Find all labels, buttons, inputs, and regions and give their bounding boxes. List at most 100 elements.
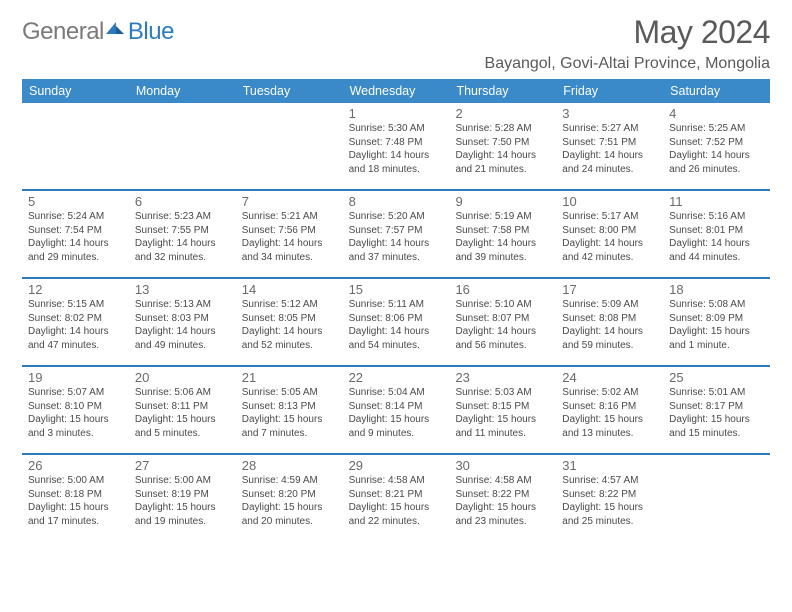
daylight-line: Daylight: 15 hours and 25 minutes. — [562, 501, 657, 528]
daylight-line: Daylight: 15 hours and 11 minutes. — [455, 413, 550, 440]
daylight-line: Daylight: 15 hours and 20 minutes. — [242, 501, 337, 528]
sunset-line: Sunset: 7:56 PM — [242, 224, 337, 238]
calendar-day: 3Sunrise: 5:27 AMSunset: 7:51 PMDaylight… — [556, 103, 663, 189]
sunrise-line: Sunrise: 5:08 AM — [669, 298, 764, 312]
day-header: Tuesday — [236, 79, 343, 103]
brand-text-1: General — [22, 18, 104, 46]
calendar-week: 19Sunrise: 5:07 AMSunset: 8:10 PMDayligh… — [22, 367, 770, 455]
day-number: 2 — [455, 106, 550, 121]
calendar-week: 5Sunrise: 5:24 AMSunset: 7:54 PMDaylight… — [22, 191, 770, 279]
daylight-line: Daylight: 15 hours and 9 minutes. — [349, 413, 444, 440]
daylight-line: Daylight: 14 hours and 54 minutes. — [349, 325, 444, 352]
sunrise-line: Sunrise: 5:30 AM — [349, 122, 444, 136]
sunset-line: Sunset: 8:11 PM — [135, 400, 230, 414]
sunset-line: Sunset: 8:01 PM — [669, 224, 764, 238]
day-number: 14 — [242, 282, 337, 297]
daylight-line: Daylight: 14 hours and 26 minutes. — [669, 149, 764, 176]
sunrise-line: Sunrise: 4:57 AM — [562, 474, 657, 488]
calendar-day: 23Sunrise: 5:03 AMSunset: 8:15 PMDayligh… — [449, 367, 556, 453]
sunrise-line: Sunrise: 5:04 AM — [349, 386, 444, 400]
calendar-day: 7Sunrise: 5:21 AMSunset: 7:56 PMDaylight… — [236, 191, 343, 277]
day-number: 16 — [455, 282, 550, 297]
day-number: 3 — [562, 106, 657, 121]
daylight-line: Daylight: 14 hours and 18 minutes. — [349, 149, 444, 176]
sunrise-line: Sunrise: 5:11 AM — [349, 298, 444, 312]
calendar-day: 24Sunrise: 5:02 AMSunset: 8:16 PMDayligh… — [556, 367, 663, 453]
calendar-day-empty — [236, 103, 343, 189]
day-header: Sunday — [22, 79, 129, 103]
title-block: May 2024 Bayangol, Govi-Altai Province, … — [485, 14, 770, 73]
sunset-line: Sunset: 7:50 PM — [455, 136, 550, 150]
day-number: 6 — [135, 194, 230, 209]
sunrise-line: Sunrise: 5:09 AM — [562, 298, 657, 312]
sunrise-line: Sunrise: 5:20 AM — [349, 210, 444, 224]
calendar-day: 13Sunrise: 5:13 AMSunset: 8:03 PMDayligh… — [129, 279, 236, 365]
daylight-line: Daylight: 14 hours and 56 minutes. — [455, 325, 550, 352]
day-header: Monday — [129, 79, 236, 103]
brand-logo: General Blue — [22, 18, 174, 46]
sunrise-line: Sunrise: 4:58 AM — [455, 474, 550, 488]
sunrise-line: Sunrise: 5:19 AM — [455, 210, 550, 224]
calendar: SundayMondayTuesdayWednesdayThursdayFrid… — [22, 79, 770, 541]
sunset-line: Sunset: 8:22 PM — [455, 488, 550, 502]
sunset-line: Sunset: 8:21 PM — [349, 488, 444, 502]
day-number: 15 — [349, 282, 444, 297]
calendar-day: 6Sunrise: 5:23 AMSunset: 7:55 PMDaylight… — [129, 191, 236, 277]
calendar-day-empty — [663, 455, 770, 541]
sunset-line: Sunset: 7:54 PM — [28, 224, 123, 238]
day-number: 28 — [242, 458, 337, 473]
calendar-day: 18Sunrise: 5:08 AMSunset: 8:09 PMDayligh… — [663, 279, 770, 365]
calendar-day: 4Sunrise: 5:25 AMSunset: 7:52 PMDaylight… — [663, 103, 770, 189]
calendar-day: 14Sunrise: 5:12 AMSunset: 8:05 PMDayligh… — [236, 279, 343, 365]
day-number: 20 — [135, 370, 230, 385]
daylight-line: Daylight: 14 hours and 42 minutes. — [562, 237, 657, 264]
sunrise-line: Sunrise: 5:27 AM — [562, 122, 657, 136]
sunrise-line: Sunrise: 5:00 AM — [135, 474, 230, 488]
sunset-line: Sunset: 7:52 PM — [669, 136, 764, 150]
calendar-day: 31Sunrise: 4:57 AMSunset: 8:22 PMDayligh… — [556, 455, 663, 541]
daylight-line: Daylight: 14 hours and 47 minutes. — [28, 325, 123, 352]
sunrise-line: Sunrise: 5:01 AM — [669, 386, 764, 400]
sunset-line: Sunset: 8:14 PM — [349, 400, 444, 414]
calendar-day: 30Sunrise: 4:58 AMSunset: 8:22 PMDayligh… — [449, 455, 556, 541]
sunset-line: Sunset: 7:55 PM — [135, 224, 230, 238]
sunrise-line: Sunrise: 5:16 AM — [669, 210, 764, 224]
day-number: 25 — [669, 370, 764, 385]
day-number: 30 — [455, 458, 550, 473]
calendar-day: 20Sunrise: 5:06 AMSunset: 8:11 PMDayligh… — [129, 367, 236, 453]
sunset-line: Sunset: 8:02 PM — [28, 312, 123, 326]
sunrise-line: Sunrise: 5:06 AM — [135, 386, 230, 400]
sunrise-line: Sunrise: 5:07 AM — [28, 386, 123, 400]
day-number: 31 — [562, 458, 657, 473]
day-number: 9 — [455, 194, 550, 209]
calendar-day: 17Sunrise: 5:09 AMSunset: 8:08 PMDayligh… — [556, 279, 663, 365]
sunset-line: Sunset: 7:58 PM — [455, 224, 550, 238]
sunrise-line: Sunrise: 5:13 AM — [135, 298, 230, 312]
calendar-week: 26Sunrise: 5:00 AMSunset: 8:18 PMDayligh… — [22, 455, 770, 541]
calendar-day: 29Sunrise: 4:58 AMSunset: 8:21 PMDayligh… — [343, 455, 450, 541]
calendar-day: 10Sunrise: 5:17 AMSunset: 8:00 PMDayligh… — [556, 191, 663, 277]
sunrise-line: Sunrise: 5:10 AM — [455, 298, 550, 312]
sunset-line: Sunset: 7:48 PM — [349, 136, 444, 150]
day-number: 18 — [669, 282, 764, 297]
daylight-line: Daylight: 15 hours and 22 minutes. — [349, 501, 444, 528]
sunset-line: Sunset: 8:06 PM — [349, 312, 444, 326]
location-subtitle: Bayangol, Govi-Altai Province, Mongolia — [485, 55, 770, 73]
sunrise-line: Sunrise: 5:03 AM — [455, 386, 550, 400]
daylight-line: Daylight: 14 hours and 52 minutes. — [242, 325, 337, 352]
daylight-line: Daylight: 15 hours and 15 minutes. — [669, 413, 764, 440]
daylight-line: Daylight: 15 hours and 7 minutes. — [242, 413, 337, 440]
day-number: 7 — [242, 194, 337, 209]
sunset-line: Sunset: 8:10 PM — [28, 400, 123, 414]
sunrise-line: Sunrise: 5:12 AM — [242, 298, 337, 312]
day-number: 29 — [349, 458, 444, 473]
sunset-line: Sunset: 8:03 PM — [135, 312, 230, 326]
day-number: 22 — [349, 370, 444, 385]
calendar-body: 1Sunrise: 5:30 AMSunset: 7:48 PMDaylight… — [22, 103, 770, 541]
sunset-line: Sunset: 8:15 PM — [455, 400, 550, 414]
daylight-line: Daylight: 15 hours and 19 minutes. — [135, 501, 230, 528]
daylight-line: Daylight: 14 hours and 49 minutes. — [135, 325, 230, 352]
brand-text-2: Blue — [128, 18, 174, 46]
day-number: 12 — [28, 282, 123, 297]
sunrise-line: Sunrise: 5:05 AM — [242, 386, 337, 400]
